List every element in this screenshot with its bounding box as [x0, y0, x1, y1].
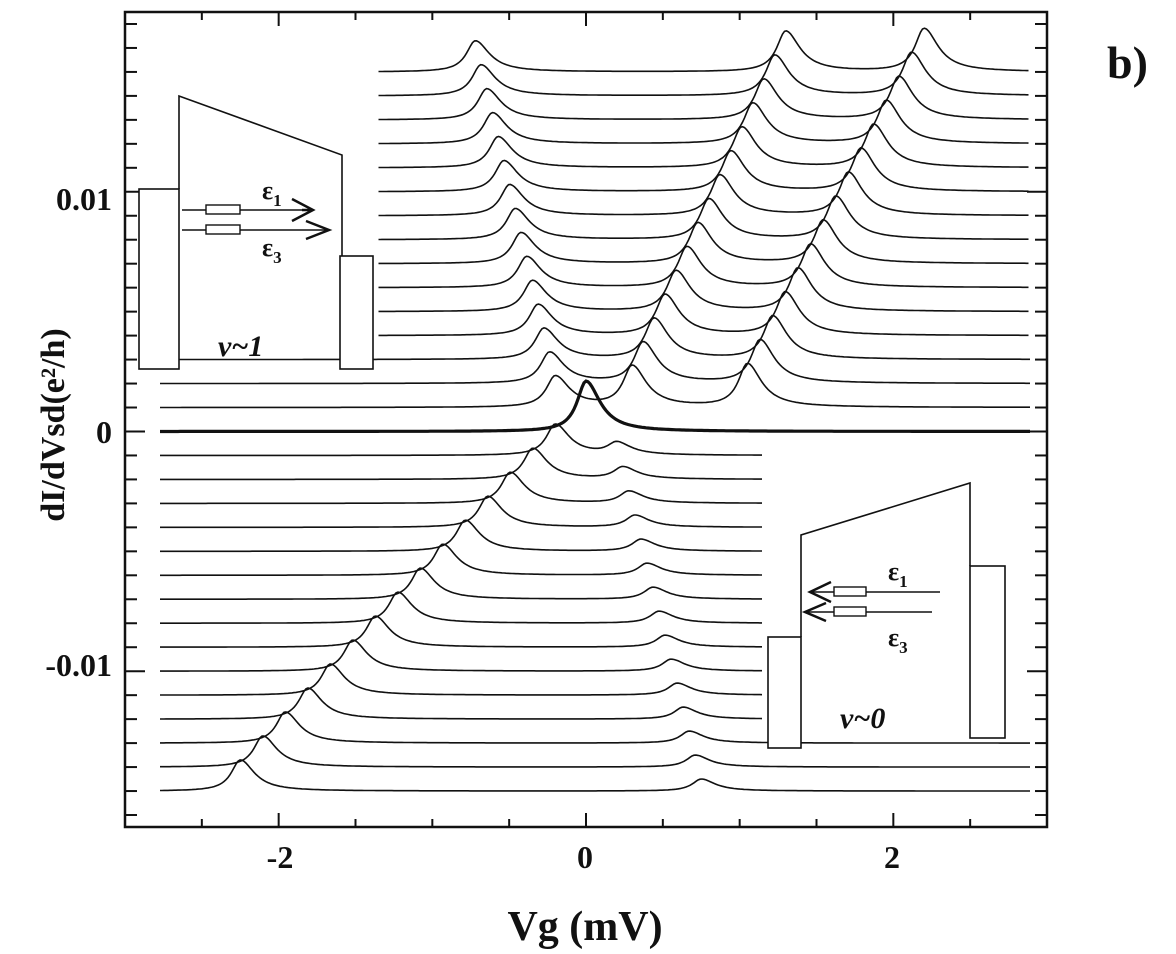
y-tick-label: 0 [96, 414, 112, 450]
trace-zero [160, 379, 1030, 434]
arrow-left-icon [801, 601, 827, 623]
trace-upper [378, 75, 1029, 121]
trace-lower [160, 591, 762, 624]
trace-lower [160, 519, 762, 553]
trace-upper [160, 362, 1030, 409]
axis-ticks [124, 12, 1048, 827]
inset-nu1-potential [178, 94, 343, 256]
inset-nu1-label-e3: ε3 [262, 233, 282, 267]
y-axis-label: dI/dVsd(e²/h) [35, 328, 72, 521]
trace-upper [378, 290, 1029, 337]
trace-upper [378, 266, 1029, 313]
inset-nu1-left-barrier [138, 188, 180, 370]
inset-nu0-state-1 [833, 586, 867, 597]
x-axis-label: Vg (mV) [507, 904, 662, 950]
x-tick-label: -2 [267, 839, 294, 875]
trace-lower [160, 423, 762, 457]
arrow-right-icon [305, 219, 333, 241]
trace-upper [378, 27, 1029, 73]
trace-lower [160, 759, 1030, 792]
trace-upper [378, 123, 1029, 169]
x-tick-label: 0 [577, 839, 593, 875]
trace-upper [160, 314, 1030, 361]
inset-nu1-right-barrier [339, 255, 374, 370]
trace-upper [378, 170, 1029, 217]
trace-upper [378, 99, 1029, 145]
y-tick-label: 0.01 [56, 181, 112, 217]
inset-nu0-potential [800, 481, 971, 637]
inset-nu-0: ε1 ε3 ν~0 [767, 481, 1006, 749]
trace-lower [160, 639, 762, 672]
inset-nu1-state-3 [205, 224, 241, 235]
trace-lower [160, 447, 762, 481]
inset-nu0-right-barrier [969, 565, 1006, 739]
inset-nu0-filling: ν~0 [840, 702, 885, 735]
trace-lower [160, 615, 762, 648]
trace-upper [378, 242, 1029, 289]
inset-nu1-state-1 [205, 204, 241, 215]
plot-frame [123, 10, 1049, 829]
arrow-right-icon [291, 197, 316, 223]
trace-upper [378, 51, 1029, 97]
trace-lower [160, 543, 762, 577]
inset-nu0-label-e3: ε3 [888, 623, 908, 657]
trace-lower [160, 471, 762, 505]
y-tick-label: -0.01 [45, 647, 112, 683]
trace-series [160, 27, 1030, 792]
panel-label: b) [1107, 37, 1148, 88]
trace-upper [378, 147, 1029, 193]
inset-nu0-left-barrier [767, 636, 802, 749]
trace-upper [378, 195, 1029, 241]
inset-nu0-state-3 [833, 606, 867, 617]
inset-nu1-label-e1: ε1 [262, 176, 282, 210]
inset-nu0-label-e1: ε1 [888, 557, 908, 591]
inset-nu-1: ε1 ε3 ν~1 [138, 94, 374, 370]
trace-upper [160, 338, 1030, 385]
inset-nu1-filling: ν~1 [218, 330, 263, 363]
trace-lower [160, 711, 1030, 744]
arrow-left-icon [807, 580, 832, 604]
trace-upper [378, 218, 1029, 265]
trace-lower [160, 567, 762, 600]
trace-lower [160, 735, 1030, 768]
x-tick-label: 2 [884, 839, 900, 875]
trace-lower [160, 687, 763, 720]
trace-lower [160, 663, 763, 696]
